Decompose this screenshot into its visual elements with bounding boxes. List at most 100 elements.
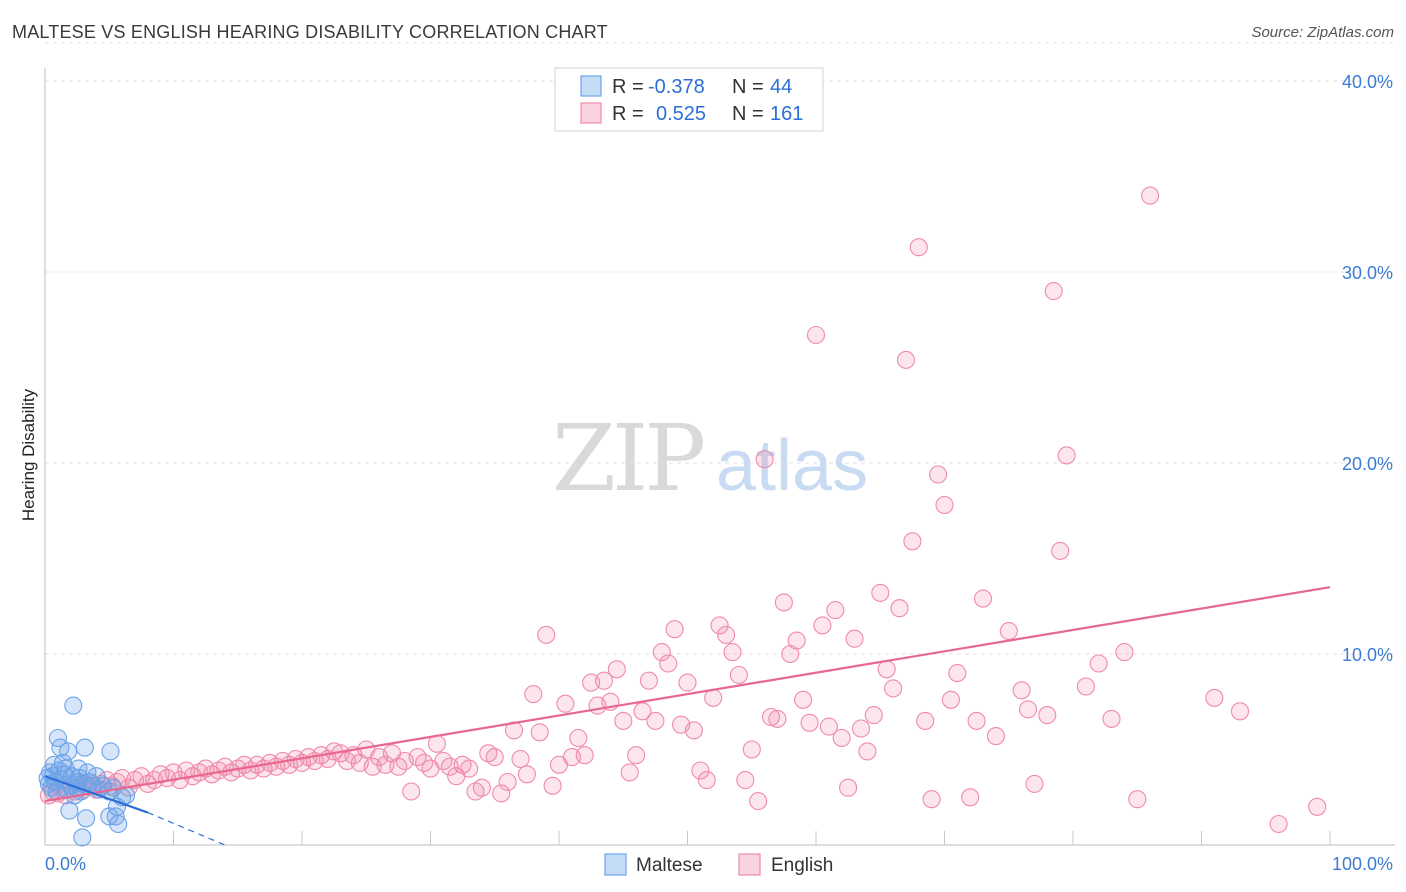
english-point-146 xyxy=(941,690,960,709)
english-point-132 xyxy=(851,719,871,738)
watermark: ZIP atlas xyxy=(552,405,868,512)
english-point-84 xyxy=(543,776,562,795)
english-point-115 xyxy=(742,740,761,759)
english-point-154 xyxy=(1018,700,1038,719)
english-point-112 xyxy=(723,643,742,662)
maltese-r-label: R = xyxy=(612,76,644,98)
english-point-137 xyxy=(884,679,903,698)
english-point-168 xyxy=(1269,814,1288,834)
english-point-143 xyxy=(922,790,941,809)
maltese-r-value: -0.378 xyxy=(648,76,705,98)
english-point-139 xyxy=(896,350,916,369)
english-point-165 xyxy=(1141,186,1160,205)
english-point-79 xyxy=(511,749,530,769)
english-point-71 xyxy=(460,759,479,778)
english-point-129 xyxy=(832,728,851,748)
maltese-point-15 xyxy=(56,759,75,778)
english-point-158 xyxy=(1051,541,1070,560)
english-r-value: 0.525 xyxy=(656,103,706,125)
english-point-150 xyxy=(973,589,993,608)
english-point-102 xyxy=(659,654,678,673)
english-point-144 xyxy=(929,465,948,484)
english-point-152 xyxy=(999,622,1018,641)
maltese-point-21 xyxy=(64,696,83,715)
english-point-130 xyxy=(839,778,858,797)
maltese-swatch xyxy=(580,75,602,97)
english-point-169 xyxy=(1308,797,1327,816)
grid-lines xyxy=(45,42,1395,655)
english-point-126 xyxy=(813,616,832,635)
english-point-100 xyxy=(646,711,665,730)
data-points xyxy=(38,186,1327,847)
english-point-101 xyxy=(652,643,671,662)
trend-lines xyxy=(44,586,1331,846)
english-point-111 xyxy=(717,625,736,644)
x-tick-label-2: 100.0% xyxy=(1332,854,1393,874)
english-point-107 xyxy=(691,761,710,780)
watermark-atlas: atlas xyxy=(716,426,868,506)
legend: Maltese English xyxy=(604,853,833,876)
english-point-133 xyxy=(858,742,877,761)
english-point-113 xyxy=(729,665,748,685)
axes xyxy=(44,68,1395,846)
maltese-n-label: N = xyxy=(732,76,764,98)
english-point-155 xyxy=(1025,774,1044,793)
english-point-110 xyxy=(710,616,729,635)
english-point-120 xyxy=(774,593,793,612)
legend-english-label: English xyxy=(771,855,833,876)
english-point-134 xyxy=(864,706,883,725)
english-swatch xyxy=(580,102,602,124)
chart-title: MALTESE VS ENGLISH HEARING DISABILITY CO… xyxy=(12,22,608,42)
english-point-98 xyxy=(633,702,652,721)
english-point-83 xyxy=(537,625,556,644)
english-point-62 xyxy=(402,782,421,801)
maltese-point-38 xyxy=(101,742,120,761)
maltese-point-44 xyxy=(109,814,128,834)
tick-labels: 10.0% 20.0% 30.0% 40.0% 0.0% 100.0% xyxy=(45,72,1393,874)
legend-maltese-swatch xyxy=(604,853,627,876)
english-point-145 xyxy=(935,495,954,515)
english-point-76 xyxy=(492,784,511,803)
english-point-97 xyxy=(627,746,646,765)
english-point-166 xyxy=(1205,688,1224,707)
english-point-109 xyxy=(704,688,723,707)
legend-maltese-label: Maltese xyxy=(636,855,703,876)
english-point-164 xyxy=(1128,790,1147,809)
english-r-label: R = xyxy=(612,103,644,125)
english-point-161 xyxy=(1089,654,1108,673)
source-credit: Source: ZipAtlas.com xyxy=(1251,24,1394,41)
english-point-148 xyxy=(961,788,980,807)
english-point-77 xyxy=(498,772,517,792)
maltese-trend-extension xyxy=(147,811,226,846)
maltese-n-value: 44 xyxy=(770,76,792,98)
english-point-118 xyxy=(761,707,781,727)
english-trend-line xyxy=(44,586,1331,803)
english-point-156 xyxy=(1038,706,1057,725)
english-point-86 xyxy=(556,694,575,713)
maltese-point-17 xyxy=(59,742,78,761)
english-point-94 xyxy=(607,660,626,679)
maltese-point-31 xyxy=(77,809,96,828)
maltese-trend-line xyxy=(44,775,149,814)
english-point-135 xyxy=(871,583,890,602)
english-point-88 xyxy=(569,728,588,748)
english-point-99 xyxy=(639,671,658,690)
english-point-75 xyxy=(485,748,504,767)
english-point-160 xyxy=(1076,677,1095,696)
english-point-108 xyxy=(697,771,716,790)
english-point-149 xyxy=(967,711,986,730)
y-tick-label-2: 20.0% xyxy=(1342,454,1393,474)
english-point-116 xyxy=(749,792,768,811)
english-n-label: N = xyxy=(732,103,764,125)
english-point-119 xyxy=(768,709,787,728)
english-point-117 xyxy=(755,450,774,469)
english-point-140 xyxy=(903,532,922,551)
english-point-114 xyxy=(736,771,755,790)
stats-box: R = -0.378 N = 44 R = 0.525 N = 161 xyxy=(554,67,824,132)
maltese-point-30 xyxy=(75,738,94,757)
english-point-162 xyxy=(1102,709,1121,728)
maltese-point-35 xyxy=(87,767,106,786)
english-point-96 xyxy=(620,763,639,782)
english-point-106 xyxy=(684,721,703,740)
english-point-157 xyxy=(1044,282,1063,301)
